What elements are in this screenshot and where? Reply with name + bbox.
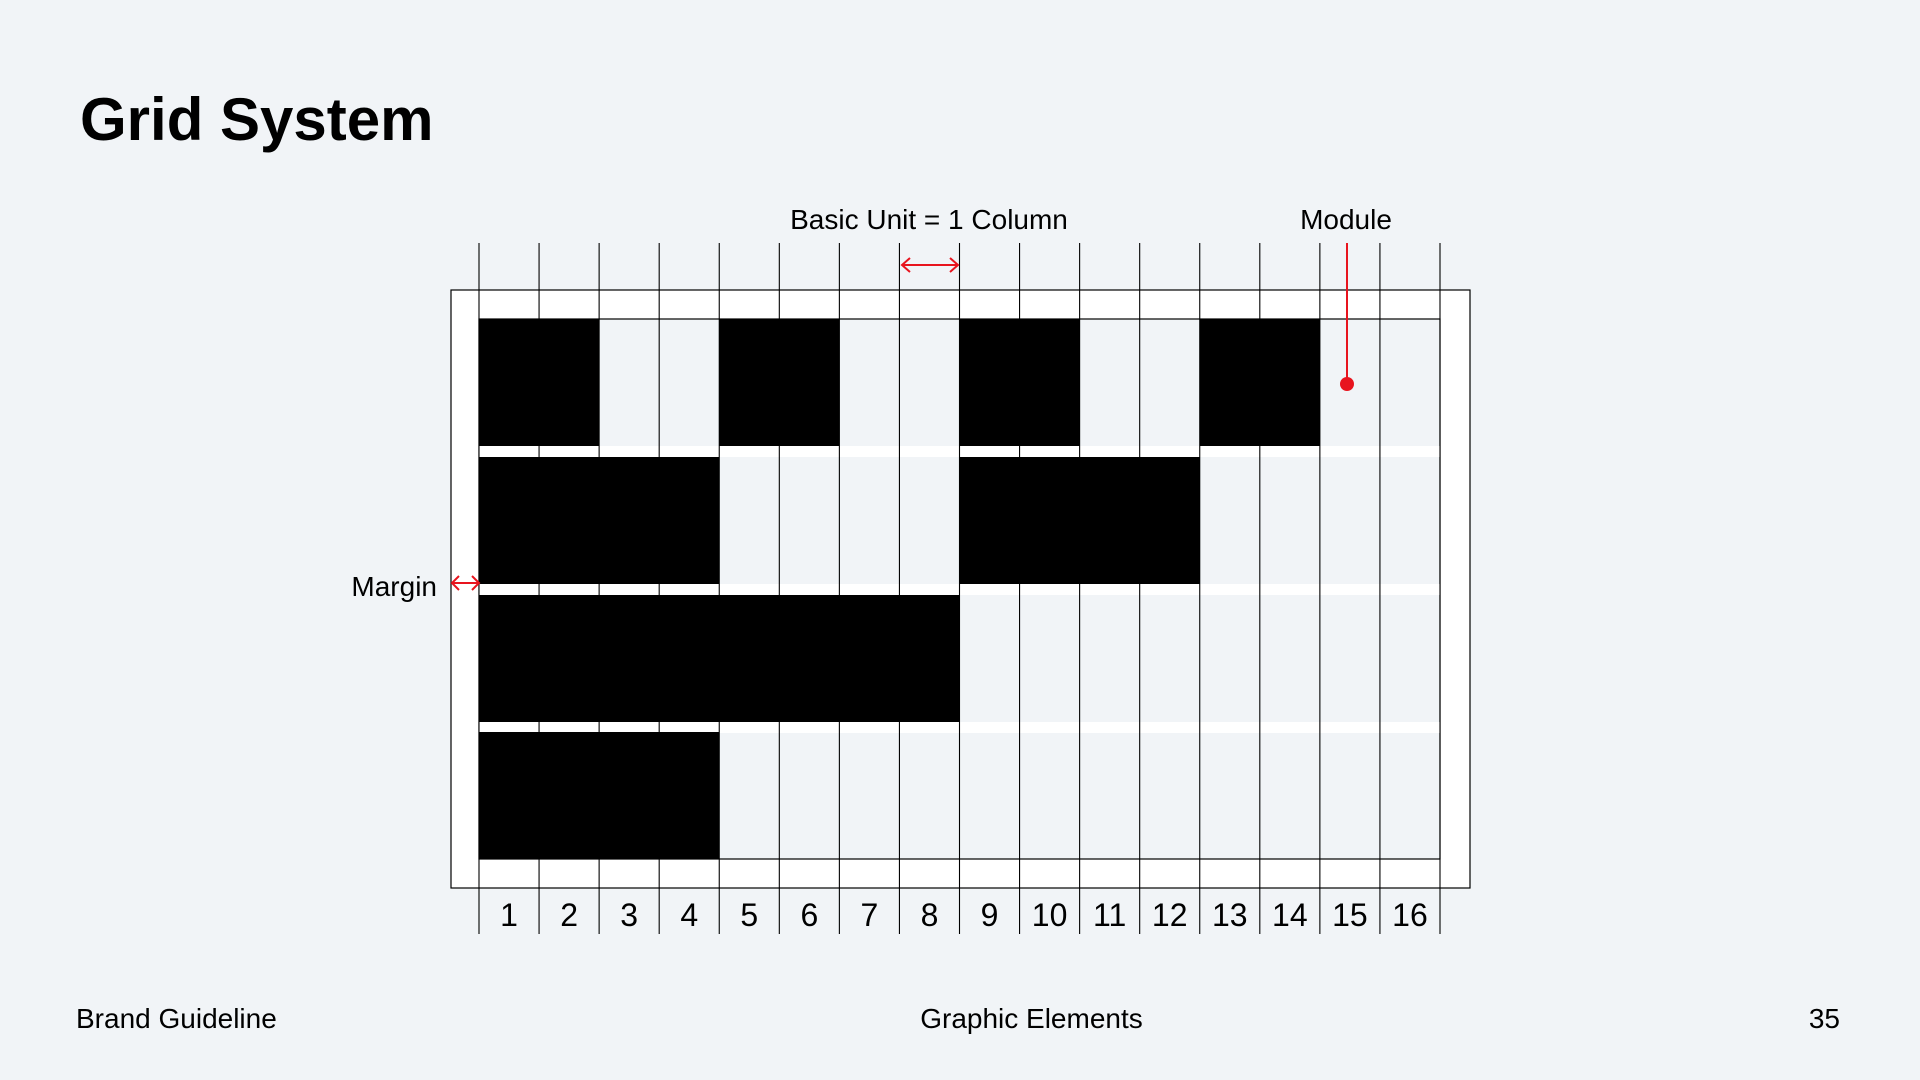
column-number: 8 [921, 897, 939, 933]
column-number: 6 [800, 897, 818, 933]
column-number: 4 [680, 897, 698, 933]
footer-section: Graphic Elements [920, 1003, 1143, 1034]
module-pointer-dot [1340, 377, 1354, 391]
page-title: Grid System [80, 86, 434, 153]
column-lines [478, 243, 1441, 934]
column-number: 16 [1392, 897, 1428, 933]
column-number: 1 [500, 897, 518, 933]
margin-arrow [450, 575, 481, 591]
module-label: Module [1300, 204, 1392, 235]
margin-label: Margin [351, 571, 437, 602]
column-number: 14 [1272, 897, 1308, 933]
basic-unit-arrow [900, 257, 960, 273]
footer-brand: Brand Guideline [76, 1003, 277, 1034]
column-number: 3 [620, 897, 638, 933]
column-number: 10 [1032, 897, 1068, 933]
column-number: 7 [861, 897, 879, 933]
column-number: 5 [740, 897, 758, 933]
column-number: 9 [981, 897, 999, 933]
column-number: 13 [1212, 897, 1248, 933]
column-numbers: 1 2 3 4 5 6 7 8 9 10 11 12 13 14 15 16 [500, 897, 1428, 933]
column-number: 15 [1332, 897, 1368, 933]
column-number: 12 [1152, 897, 1188, 933]
footer-page-number: 35 [1808, 1003, 1840, 1034]
column-number: 11 [1093, 897, 1126, 933]
column-number: 2 [560, 897, 578, 933]
basic-unit-label: Basic Unit = 1 Column [790, 204, 1068, 235]
